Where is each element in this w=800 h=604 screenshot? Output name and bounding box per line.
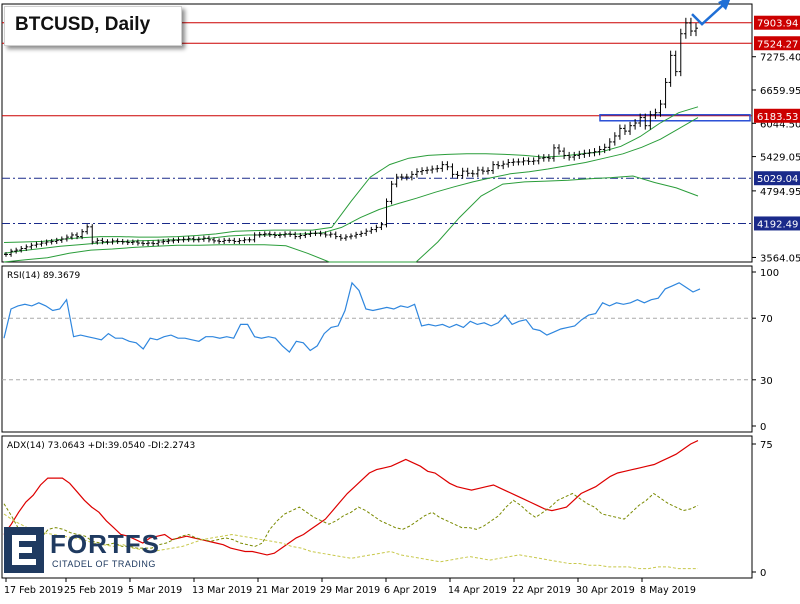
- brand-logo: FORTFS CITADEL OF TRADING: [4, 525, 164, 575]
- x-axis-label: 6 Apr 2019: [384, 585, 437, 596]
- x-axis-label: 21 Mar 2019: [256, 585, 316, 596]
- level-label: 6183.53: [757, 112, 798, 123]
- x-axis-label: 29 Mar 2019: [320, 585, 380, 596]
- rsi-line: [3, 281, 701, 354]
- chart-title: BTCUSD, Daily: [15, 14, 151, 35]
- level-badge: [754, 108, 800, 123]
- price-axis-label: 6659.95: [760, 86, 800, 97]
- adx-panel-frame: [1, 435, 753, 579]
- level-label: 7524.27: [757, 39, 798, 50]
- minus-di-line: [3, 513, 698, 570]
- price-axis-label: 5429.05: [760, 153, 800, 164]
- bollinger-upper-line: [3, 106, 699, 243]
- price-axis-label: 6044.50: [760, 119, 800, 130]
- x-axis-label: 13 Mar 2019: [192, 585, 252, 596]
- level-badge: [754, 216, 800, 231]
- logo-name: FORTFS: [50, 529, 160, 559]
- x-axis-label: 30 Apr 2019: [576, 585, 635, 596]
- x-axis-label: 14 Apr 2019: [448, 585, 507, 596]
- price-axis-label: 7275.40: [760, 53, 800, 64]
- level-label: 7903.94: [757, 19, 798, 30]
- rsi-axis-label: 70: [760, 314, 773, 325]
- x-axis-label: 25 Feb 2019: [64, 585, 123, 596]
- chart-title-box: BTCUSD, Daily: [4, 6, 182, 46]
- fortfs-logo-icon: [4, 527, 44, 573]
- level-label: 4192.49: [757, 219, 798, 230]
- adx-title: ADX(14) 73.0643 +DI:39.0540 -DI:2.2743: [7, 441, 195, 451]
- adx-axis-label: 75: [760, 440, 773, 451]
- forecast-arrow-head: [718, 0, 731, 11]
- level-badge: [754, 15, 800, 30]
- level-label: 5029.04: [757, 174, 798, 185]
- rsi-panel-frame: [1, 265, 753, 433]
- rsi-axis-label: 0: [760, 422, 766, 433]
- rsi-title: RSI(14) 89.3679: [7, 271, 80, 281]
- bollinger-lower-line: [3, 175, 699, 263]
- price-axis-label: 3564.05: [760, 253, 800, 264]
- price-axis-label: 4794.95: [760, 187, 800, 198]
- bollinger-middle-line: [3, 117, 699, 254]
- adx-axis-label: 0: [760, 568, 766, 579]
- level-badge: [754, 171, 800, 186]
- rsi-axis-label: 30: [760, 376, 773, 387]
- level-badge: [754, 36, 800, 51]
- forecast-arrow: [691, 3, 725, 26]
- x-axis-label: 22 Apr 2019: [512, 585, 571, 596]
- x-axis-label: 8 May 2019: [640, 585, 696, 596]
- x-axis-label: 5 Mar 2019: [128, 585, 182, 596]
- rsi-axis-label: 100: [760, 268, 779, 279]
- logo-tagline: CITADEL OF TRADING: [52, 559, 156, 569]
- x-axis-label: 17 Feb 2019: [4, 585, 63, 596]
- plus-di-line: [3, 492, 699, 549]
- adx-line: [3, 440, 699, 556]
